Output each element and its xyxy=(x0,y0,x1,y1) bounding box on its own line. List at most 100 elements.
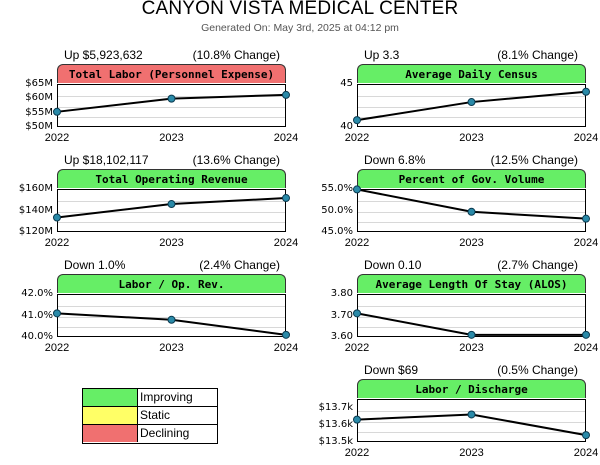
gridline xyxy=(58,211,285,213)
legend-swatch-static xyxy=(83,407,138,424)
change-amount: Up 3.3 xyxy=(364,48,400,62)
x-tick-label: 2022 xyxy=(44,342,70,354)
x-tick-label: 2024 xyxy=(573,132,599,144)
y-tick-label: 3.70 xyxy=(330,309,353,321)
chart-plot-area xyxy=(357,294,586,337)
y-tick-label: $13.6k xyxy=(318,418,353,430)
chart-plot-area xyxy=(57,189,286,232)
x-tick-label: 2022 xyxy=(44,237,70,249)
change-percent: (2.7% Change) xyxy=(497,258,578,272)
change-percent: (0.5% Change) xyxy=(497,363,578,377)
y-tick-label: 3.80 xyxy=(330,288,353,299)
change-amount: Down 6.8% xyxy=(364,153,426,167)
legend: Improving Static Declining xyxy=(82,388,218,444)
chart-title-banner: Percent of Gov. Volume xyxy=(357,169,586,188)
y-tick-label: $160M xyxy=(18,183,53,194)
legend-swatch-declining xyxy=(83,425,138,442)
x-tick-label: 2022 xyxy=(344,132,370,144)
y-tick-label: $140M xyxy=(18,204,53,216)
change-amount: Up $18,102,117 xyxy=(64,153,149,167)
gridline xyxy=(58,305,285,307)
gridline xyxy=(358,200,585,202)
legend-item-static: Static xyxy=(83,407,217,425)
change-percent: (10.8% Change) xyxy=(192,48,280,62)
gridline xyxy=(358,421,585,423)
chart-plot-area xyxy=(357,84,586,127)
x-tick-label: 2022 xyxy=(344,447,370,459)
gridline xyxy=(58,95,285,97)
gridline xyxy=(358,106,585,108)
gridline xyxy=(58,117,285,119)
change-amount: Down 0.10 xyxy=(364,258,422,272)
x-tick-label: 2023 xyxy=(459,132,484,144)
y-tick-label: 40.0% xyxy=(21,331,53,342)
legend-label: Improving xyxy=(140,390,193,404)
y-tick-label: 55.0% xyxy=(321,183,353,194)
gridline xyxy=(58,222,285,224)
x-tick-label: 2024 xyxy=(273,342,299,354)
y-tick-label: 42.0% xyxy=(21,288,53,299)
chart-title-banner: Total Labor (Personnel Expense) xyxy=(57,64,286,83)
y-tick-label: 50.0% xyxy=(321,204,353,216)
gridline xyxy=(358,327,585,329)
chart-title-banner: Labor / Discharge xyxy=(357,379,586,398)
chart-plot-area xyxy=(57,294,286,337)
x-tick-label: 2023 xyxy=(159,342,184,354)
x-tick-label: 2022 xyxy=(344,237,370,249)
x-tick-label: 2024 xyxy=(273,237,299,249)
x-tick-label: 2023 xyxy=(159,237,184,249)
x-tick-label: 2022 xyxy=(44,132,70,144)
y-tick-label: $55M xyxy=(25,106,53,118)
change-amount: Up $5,923,632 xyxy=(64,48,143,62)
chart-title-banner: Average Daily Census xyxy=(357,64,586,83)
y-tick-label: 41.0% xyxy=(21,309,53,321)
gridline xyxy=(358,211,585,213)
y-tick-label: 40 xyxy=(340,121,353,132)
gridline xyxy=(358,222,585,224)
gridline xyxy=(358,432,585,434)
chart-plot-area xyxy=(57,84,286,127)
change-amount: Down $69 xyxy=(364,363,419,377)
x-tick-label: 2023 xyxy=(459,237,484,249)
chart-title-banner: Average Length Of Stay (ALOS) xyxy=(357,274,586,293)
chart-plot-area xyxy=(357,399,586,442)
gridline xyxy=(58,316,285,318)
legend-swatch-improving xyxy=(83,389,138,406)
change-percent: (12.5% Change) xyxy=(490,153,578,167)
y-tick-label: 45 xyxy=(340,78,353,89)
y-tick-label: $50M xyxy=(25,121,53,132)
page-title: CANYON VISTA MEDICAL CENTER xyxy=(141,0,459,19)
y-tick-label: $65M xyxy=(25,78,53,89)
gridline xyxy=(358,410,585,412)
change-amount: Down 1.0% xyxy=(64,258,126,272)
x-tick-label: 2024 xyxy=(573,237,599,249)
change-percent: (8.1% Change) xyxy=(497,48,578,62)
gridline xyxy=(358,117,585,119)
chart-plot-area xyxy=(357,189,586,232)
legend-item-improving: Improving xyxy=(83,389,217,407)
gridline xyxy=(358,316,585,318)
chart-title-banner: Total Operating Revenue xyxy=(57,169,286,188)
y-tick-label: $60M xyxy=(25,92,53,104)
y-tick-label: $120M xyxy=(18,226,53,237)
legend-item-declining: Declining xyxy=(83,425,217,443)
change-percent: (2.4% Change) xyxy=(199,258,280,272)
generated-timestamp: Generated On: May 3rd, 2025 at 04:12 pm xyxy=(201,22,399,34)
x-tick-label: 2023 xyxy=(159,132,184,144)
y-tick-label: 45.0% xyxy=(321,226,353,237)
legend-label: Static xyxy=(140,408,171,422)
gridline xyxy=(358,95,585,97)
y-tick-label: $13.5k xyxy=(318,436,353,447)
legend-label: Declining xyxy=(140,426,190,440)
y-tick-label: $13.7k xyxy=(318,401,353,413)
gridline xyxy=(58,327,285,329)
gridline xyxy=(58,106,285,108)
x-tick-label: 2024 xyxy=(273,132,299,144)
change-percent: (13.6% Change) xyxy=(192,153,280,167)
x-tick-label: 2022 xyxy=(344,342,370,354)
x-tick-label: 2024 xyxy=(573,447,599,459)
x-tick-label: 2023 xyxy=(459,447,484,459)
chart-title-banner: Labor / Op. Rev. xyxy=(57,274,286,293)
gridline xyxy=(58,200,285,202)
